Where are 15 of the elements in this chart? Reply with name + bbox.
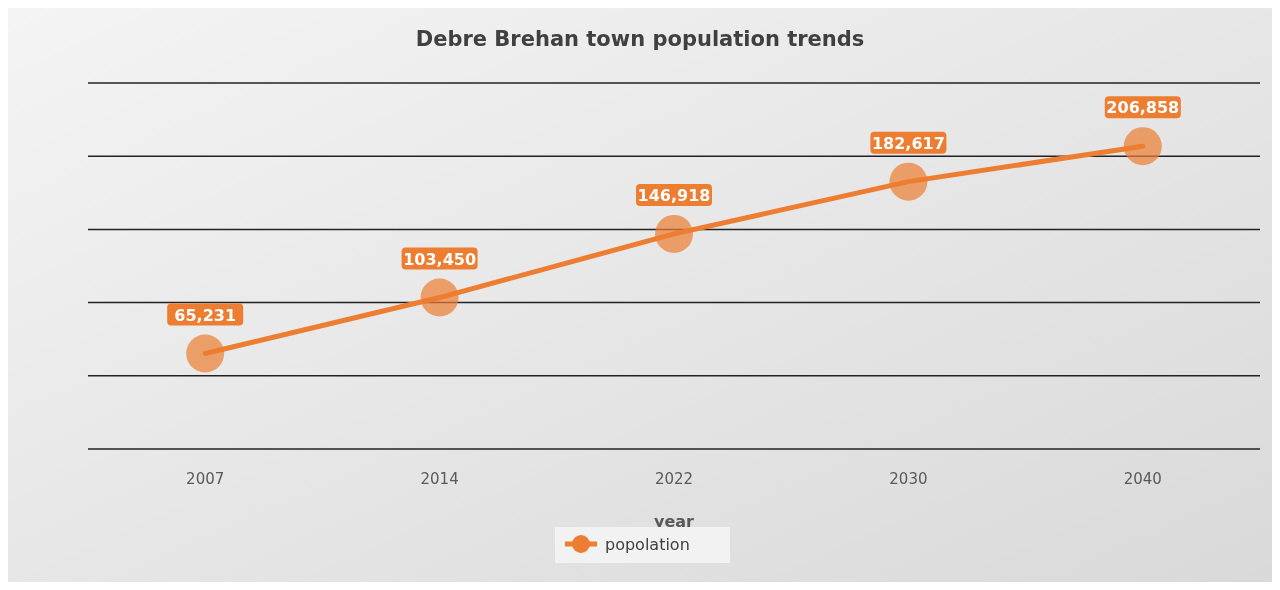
data-label: 103,450 (403, 249, 477, 269)
x-tick-label: 2022 (654, 470, 694, 488)
legend-label: popolation (605, 535, 690, 554)
data-label: 65,231 (174, 305, 237, 325)
x-tick-label: 2030 (889, 470, 928, 488)
data-label: 146,918 (637, 185, 711, 205)
x-tick-label: 2014 (420, 470, 459, 488)
point (1123, 127, 1162, 166)
x-tick-label: 2007 (186, 470, 225, 488)
data-label: 206,858 (1106, 98, 1180, 118)
data-label: 182,617 (871, 133, 945, 153)
point (186, 334, 225, 373)
chart-title: Debre Brehan town population trends (415, 27, 865, 51)
x-tick-label: 2040 (1123, 470, 1162, 488)
x-axis-title: year (654, 512, 695, 531)
